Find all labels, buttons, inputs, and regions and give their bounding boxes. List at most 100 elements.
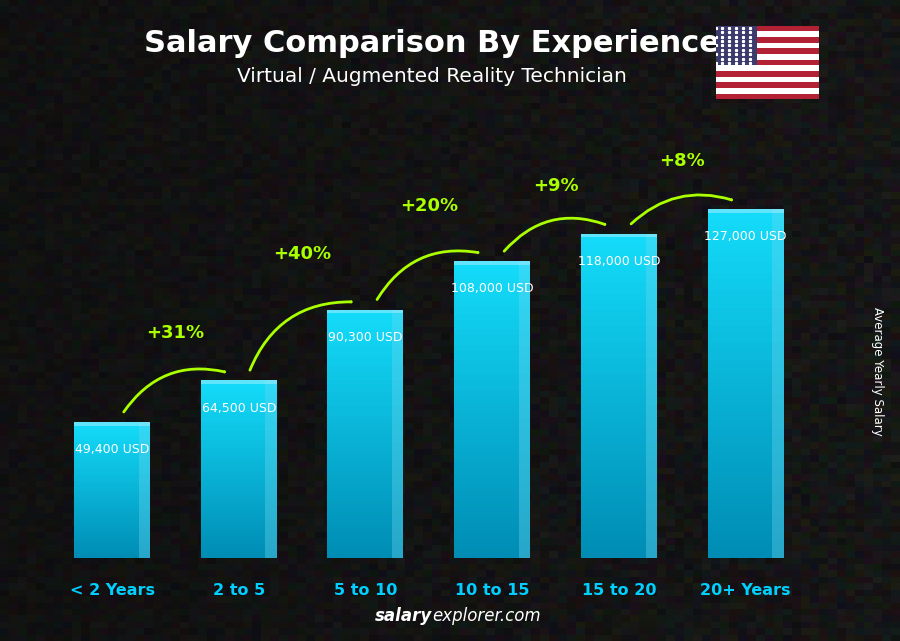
Bar — [328, 326, 403, 330]
Bar — [328, 483, 403, 487]
Bar — [201, 513, 277, 517]
Bar — [74, 494, 150, 497]
Bar — [716, 71, 819, 77]
Bar — [328, 524, 403, 529]
Bar — [580, 304, 657, 309]
Bar — [328, 537, 403, 541]
Bar — [74, 542, 150, 544]
Bar — [74, 431, 150, 433]
Bar — [707, 406, 784, 412]
Bar — [580, 353, 657, 358]
Bar — [201, 425, 277, 428]
Text: 64,500 USD: 64,500 USD — [202, 402, 276, 415]
Bar — [580, 553, 657, 558]
Bar — [580, 444, 657, 449]
Bar — [74, 435, 150, 438]
Bar — [454, 335, 530, 340]
Bar — [328, 388, 403, 392]
Bar — [580, 547, 657, 553]
Bar — [328, 541, 403, 545]
Bar — [454, 449, 530, 454]
Bar — [328, 429, 403, 433]
Bar — [707, 546, 784, 552]
Bar — [580, 536, 657, 542]
Bar — [328, 343, 403, 347]
Bar — [454, 488, 530, 494]
Bar — [707, 308, 784, 313]
Bar — [328, 363, 403, 367]
Bar — [201, 499, 277, 501]
Bar — [328, 458, 403, 463]
Bar — [201, 531, 277, 534]
Bar — [328, 318, 403, 322]
Bar — [74, 508, 150, 510]
Bar — [707, 378, 784, 383]
Bar — [580, 520, 657, 525]
Bar — [454, 379, 530, 385]
Bar — [74, 465, 150, 467]
Bar — [580, 422, 657, 428]
Bar — [454, 429, 530, 434]
Bar — [707, 290, 784, 296]
Bar — [580, 449, 657, 455]
Bar — [707, 476, 784, 482]
Bar — [328, 438, 403, 442]
Bar — [580, 509, 657, 515]
Bar — [201, 543, 277, 546]
Bar — [707, 499, 784, 505]
Bar — [328, 404, 403, 409]
Bar — [716, 88, 819, 94]
Bar — [454, 271, 530, 276]
Bar — [74, 519, 150, 522]
Bar — [707, 313, 784, 319]
Bar — [707, 429, 784, 436]
Bar — [201, 433, 277, 437]
Bar — [580, 320, 657, 326]
Bar — [580, 379, 657, 385]
Bar — [454, 355, 530, 360]
Bar — [201, 431, 277, 433]
Bar — [201, 410, 277, 413]
Text: 108,000 USD: 108,000 USD — [451, 282, 534, 295]
Bar — [201, 428, 277, 431]
Bar — [328, 504, 403, 508]
Bar — [74, 503, 150, 506]
Bar — [74, 463, 150, 465]
Bar — [74, 515, 150, 517]
Bar — [328, 347, 403, 351]
Bar — [201, 381, 277, 383]
Bar — [454, 320, 530, 325]
Bar — [74, 499, 150, 501]
Bar — [707, 511, 784, 517]
Bar — [454, 375, 530, 379]
Bar — [454, 296, 530, 301]
Bar — [707, 418, 784, 424]
Bar — [74, 438, 150, 440]
Bar — [707, 372, 784, 378]
Text: 10 to 15: 10 to 15 — [454, 583, 529, 597]
Bar — [74, 522, 150, 524]
Bar — [716, 54, 819, 60]
Bar — [454, 390, 530, 394]
Bar — [328, 529, 403, 533]
Bar — [328, 492, 403, 495]
Bar — [454, 548, 530, 553]
Bar — [328, 495, 403, 500]
Bar — [74, 512, 150, 515]
Bar — [580, 315, 657, 320]
Bar — [707, 255, 784, 261]
Bar — [328, 433, 403, 438]
Bar — [454, 365, 530, 370]
Bar — [201, 469, 277, 472]
Bar — [454, 410, 530, 414]
Bar — [74, 426, 150, 429]
Bar — [328, 446, 403, 450]
Bar — [74, 429, 150, 431]
Bar — [74, 467, 150, 469]
Bar — [201, 395, 277, 398]
Bar — [580, 244, 657, 250]
Bar — [328, 463, 403, 467]
Bar — [201, 484, 277, 487]
Bar — [328, 310, 403, 313]
Text: 5 to 10: 5 to 10 — [334, 583, 397, 597]
